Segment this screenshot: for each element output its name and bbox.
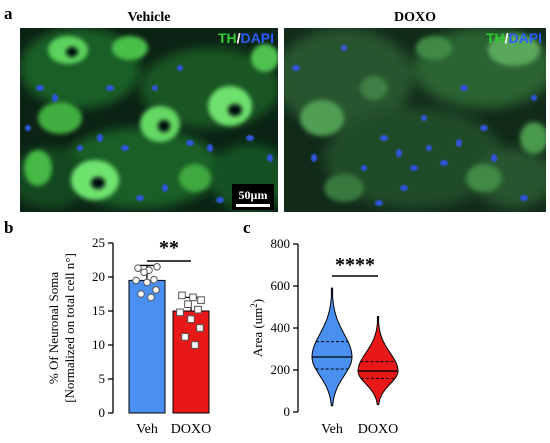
y-tick-label: 400 xyxy=(271,320,291,335)
data-point xyxy=(132,276,140,285)
data-point xyxy=(196,324,204,332)
th-label: TH xyxy=(485,30,505,46)
significance-label: **** xyxy=(335,254,375,276)
data-point xyxy=(178,291,186,300)
y-tick-label: 0 xyxy=(284,404,291,419)
scale-bar: 50µm xyxy=(232,184,274,210)
stain-separator: / xyxy=(236,30,241,46)
y-tick-label: 10 xyxy=(92,337,105,352)
data-point xyxy=(137,290,145,298)
y-tick-label: 25 xyxy=(92,235,105,250)
data-point xyxy=(176,308,184,317)
data-point xyxy=(150,275,158,284)
x-tick-label: DOXO xyxy=(171,422,211,437)
data-point xyxy=(140,268,148,277)
data-point xyxy=(191,341,199,349)
y-axis-label-line2: [Normalized on total cell n°] xyxy=(62,253,77,403)
data-point xyxy=(194,305,202,314)
data-point xyxy=(197,296,205,304)
vehicle-stain-legend: TH/DAPI xyxy=(218,30,274,46)
y-axis-label-main: Area (um xyxy=(250,308,265,357)
y-axis-label: Area (um2) xyxy=(250,299,265,357)
doxo-image-title: DOXO xyxy=(394,10,436,25)
x-tick-label: DOXO xyxy=(358,422,398,437)
panel-letter-b: b xyxy=(4,218,14,237)
dapi-label: DAPI xyxy=(240,30,274,46)
dapi-label: DAPI xyxy=(508,30,542,46)
panel-letter-c: c xyxy=(243,218,251,237)
stain-separator: / xyxy=(504,30,509,46)
y-axis-label-line1: % Of Neuronal Soma xyxy=(46,272,61,385)
y-tick-label: 600 xyxy=(271,278,291,293)
data-point xyxy=(152,286,160,294)
bar-chart: % Of Neuronal Soma[Normalized on total c… xyxy=(46,235,211,437)
y-tick-label: 20 xyxy=(92,269,105,284)
panel-letter-a: a xyxy=(4,4,13,23)
x-tick-label: Veh xyxy=(321,422,343,437)
significance-label: ** xyxy=(159,237,179,259)
y-tick-label: 200 xyxy=(271,362,291,377)
th-label: TH xyxy=(217,30,237,46)
doxo-stain-legend: TH/DAPI xyxy=(486,30,542,46)
violin-veh xyxy=(311,287,353,407)
y-tick-label: 0 xyxy=(99,405,106,420)
bar-veh xyxy=(128,279,166,414)
scale-bar-line xyxy=(236,203,270,207)
violin-chart: Area (um2) 0 200 400 600 800 Veh DOXO **** xyxy=(250,236,399,437)
data-point xyxy=(147,293,155,302)
data-point xyxy=(143,278,151,287)
vehicle-micrograph: TH/DAPI 50µm xyxy=(20,28,278,212)
doxo-micrograph: TH/DAPI xyxy=(284,28,546,212)
data-point xyxy=(134,264,142,272)
violin-doxo xyxy=(357,315,399,406)
y-tick-label: 800 xyxy=(271,236,291,251)
data-point xyxy=(153,263,161,271)
data-point xyxy=(184,300,192,309)
x-tick-label: Veh xyxy=(136,422,158,437)
y-axis-label: % Of Neuronal Soma[Normalized on total c… xyxy=(46,253,77,403)
data-point xyxy=(189,293,197,302)
vehicle-image-title: Vehicle xyxy=(127,10,171,25)
y-tick-label: 5 xyxy=(99,371,106,386)
y-tick-label: 15 xyxy=(92,303,105,318)
data-point xyxy=(181,333,189,341)
y-axis-label-close: ) xyxy=(250,299,265,303)
scale-bar-label: 50µm xyxy=(238,187,268,202)
y-axis-label-superscript: 2 xyxy=(250,303,259,308)
data-point xyxy=(187,315,195,323)
